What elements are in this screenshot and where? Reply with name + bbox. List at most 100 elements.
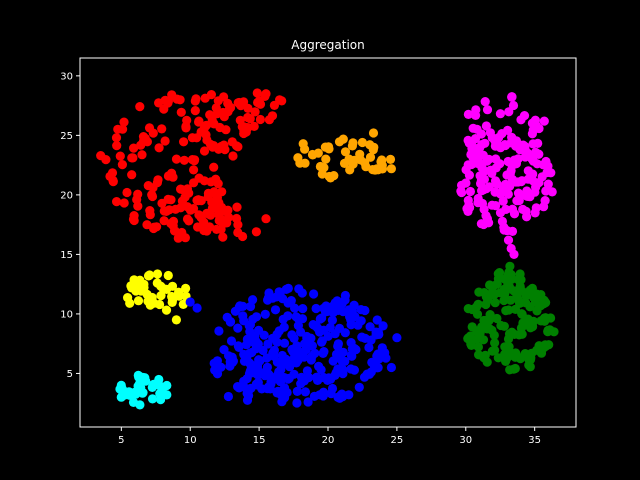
scatter-point (181, 123, 191, 133)
y-tick-label: 20 (60, 190, 73, 201)
scatter-point (226, 336, 237, 346)
scatter-point (148, 128, 158, 138)
scatter-point (506, 270, 516, 280)
scatter-point (480, 350, 490, 360)
scatter-point (270, 305, 281, 315)
scatter-point (340, 147, 351, 157)
scatter-point (255, 114, 265, 125)
scatter-point (213, 179, 223, 189)
scatter-point (176, 107, 186, 117)
scatter-point (476, 219, 486, 229)
scatter-point (528, 139, 538, 149)
scatter-point (245, 114, 255, 124)
scatter-point (461, 165, 471, 175)
scatter-point (160, 136, 170, 146)
scatter-point (112, 141, 122, 151)
scatter-point (484, 323, 494, 333)
scatter-point (153, 175, 163, 185)
scatter-point (386, 362, 396, 373)
scatter-point (490, 176, 501, 186)
scatter-point (534, 123, 544, 134)
scatter-point (147, 191, 158, 202)
scatter-point (530, 297, 540, 307)
scatter-point (119, 117, 129, 127)
scatter-point (135, 400, 145, 410)
scatter-point (260, 371, 270, 381)
scatter-point (340, 290, 350, 301)
scatter-point (494, 268, 505, 278)
scatter-point (268, 375, 278, 385)
scatter-point (360, 305, 370, 316)
scatter-point (506, 295, 516, 305)
scatter-point (137, 150, 147, 160)
scatter-point (253, 359, 263, 369)
scatter-point (333, 341, 343, 351)
scatter-point (490, 338, 500, 348)
scatter-point (488, 281, 498, 291)
chart-title: Aggregation (291, 38, 364, 52)
scatter-point (519, 351, 529, 361)
scatter-point (327, 383, 338, 394)
scatter-point (323, 375, 333, 385)
scatter-point (115, 384, 125, 394)
scatter-point (125, 390, 135, 400)
scatter-point (251, 312, 262, 322)
scatter-point (311, 303, 321, 314)
scatter-point (465, 186, 475, 197)
scatter-point (479, 315, 489, 326)
scatter-point (174, 291, 184, 301)
scatter-point (504, 305, 514, 315)
scatter-point (510, 352, 520, 362)
scatter-point (105, 171, 115, 181)
scatter-point (279, 338, 290, 348)
scatter-point (476, 179, 486, 189)
scatter-point (223, 391, 233, 402)
scatter-point (233, 382, 243, 392)
scatter-point (480, 138, 490, 148)
scatter-point (368, 128, 379, 138)
scatter-point (296, 348, 307, 358)
x-tick-label: 20 (322, 435, 335, 446)
scatter-point (292, 386, 302, 396)
data-points (96, 88, 559, 410)
scatter-point (258, 345, 268, 356)
scatter-point (505, 365, 515, 375)
scatter-point (492, 138, 502, 148)
scatter-point (230, 306, 240, 316)
scatter-point (372, 315, 382, 325)
scatter-point (497, 129, 507, 139)
scatter-point (274, 326, 284, 336)
scatter-point (115, 151, 125, 161)
scatter-point (133, 189, 143, 199)
scatter-point (509, 209, 520, 219)
scatter-point (463, 333, 474, 343)
scatter-point (138, 132, 149, 142)
scatter-point (523, 148, 533, 158)
scatter-point (182, 202, 192, 212)
scatter-point (119, 198, 129, 208)
scatter-point (340, 328, 350, 338)
scatter-point (481, 211, 491, 221)
scatter-point (319, 303, 329, 313)
scatter-point (547, 187, 557, 197)
scatter-point (201, 120, 211, 130)
scatter-point (490, 187, 500, 197)
x-tick-label: 30 (459, 435, 472, 446)
scatter-point (190, 106, 200, 116)
scatter-point (133, 296, 144, 306)
scatter-point (328, 301, 338, 311)
scatter-point (509, 249, 519, 259)
y-tick-label: 5 (67, 369, 73, 380)
scatter-point (344, 305, 354, 315)
scatter-point (543, 179, 553, 189)
scatter-point (142, 289, 152, 299)
scatter-point (214, 215, 224, 226)
scatter-point (347, 351, 357, 361)
scatter-point (514, 276, 524, 286)
scatter-point (484, 182, 494, 192)
scatter-point (321, 154, 331, 164)
scatter-point (503, 334, 514, 344)
scatter-point (189, 156, 199, 166)
